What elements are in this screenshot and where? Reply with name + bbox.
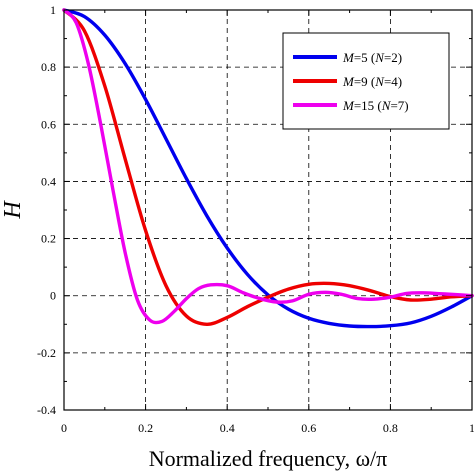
series-line-3 (62, 8, 474, 325)
series-line-2 (62, 8, 474, 326)
legend: M=5 (N=2) M=9 (N=4) M=15 (N=7) (282, 32, 450, 130)
tick-marks (63, 9, 473, 411)
x-tick-label: 0.8 (383, 421, 398, 435)
y-tick-label: 0.2 (41, 232, 56, 246)
y-tick-label: 1 (50, 3, 56, 17)
tick-labels: 0 0.2 0.4 0.6 0.8 1 -0.4 -0.2 0 0.2 0.4 0.6 0.8 1 (37, 3, 474, 435)
x-tick-label: 1 (469, 421, 474, 435)
y-tick-label: 0.8 (41, 60, 56, 74)
legend-label-3: M=15 (N=7) (342, 98, 409, 113)
x-tick-label: 0 (61, 421, 67, 435)
x-axis-label: Normalized frequency, ω/π (149, 446, 388, 471)
y-tick-label: 0.6 (41, 117, 56, 131)
y-tick-label: -0.4 (37, 403, 56, 417)
series-layer (62, 8, 474, 329)
legend-label-2: M=9 (N=4) (342, 74, 402, 89)
legend-label-1: M=5 (N=2) (342, 50, 402, 65)
y-tick-label: -0.2 (37, 346, 56, 360)
y-tick-label: 0.4 (41, 174, 56, 188)
y-tick-label: 0 (50, 289, 56, 303)
y-axis-label: H (0, 200, 26, 220)
x-tick-label: 0.4 (220, 421, 235, 435)
series-line-1 (62, 8, 474, 329)
x-tick-label: 0.2 (138, 421, 153, 435)
x-tick-label: 0.6 (301, 421, 316, 435)
